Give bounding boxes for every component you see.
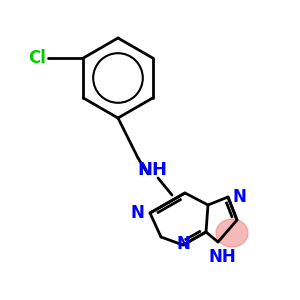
Text: N: N — [130, 204, 144, 222]
Text: Cl: Cl — [28, 49, 46, 67]
Text: NH: NH — [137, 161, 167, 179]
Text: N: N — [176, 235, 190, 253]
Text: N: N — [233, 188, 247, 206]
Ellipse shape — [216, 219, 248, 247]
Text: NH: NH — [208, 248, 236, 266]
